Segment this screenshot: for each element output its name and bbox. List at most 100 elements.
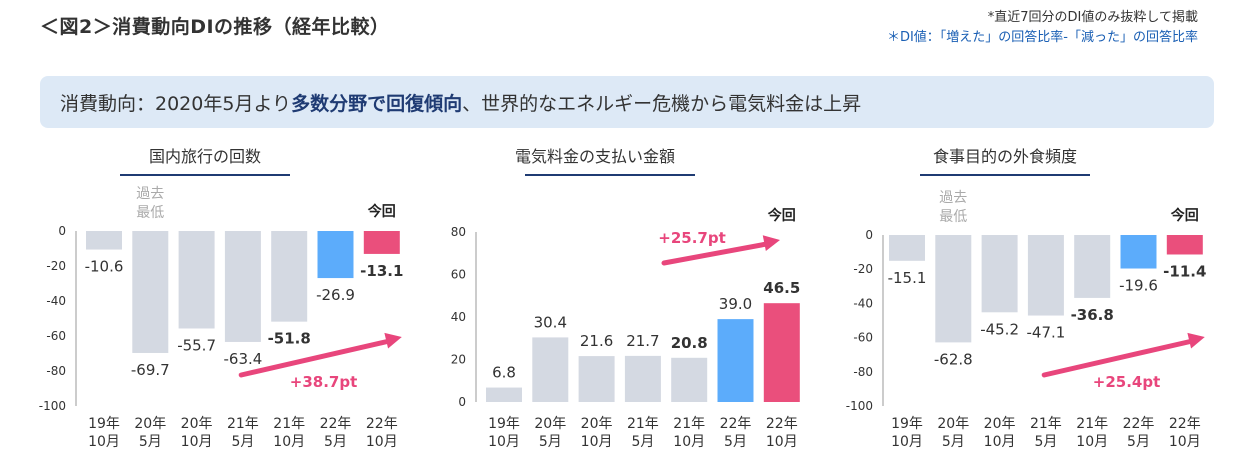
data-label: -36.8	[1071, 306, 1114, 324]
bar	[532, 337, 569, 402]
x-tick-label: 20年	[134, 416, 166, 432]
lowest-annotation: 最低	[939, 209, 967, 225]
page-title: ＜図2＞消費動向DIの推移（経年比較）	[40, 16, 390, 38]
bar	[178, 231, 215, 329]
change-arrow-head	[384, 332, 402, 349]
bar	[763, 303, 800, 402]
data-label: -45.2	[980, 320, 1019, 338]
data-label: 21.6	[580, 332, 613, 350]
data-label: -10.6	[85, 258, 124, 276]
x-tick-label: 10月	[1169, 434, 1201, 450]
change-label: +25.7pt	[658, 229, 726, 247]
lowest-annotation: 過去	[939, 190, 967, 206]
x-tick-label: 22年	[1123, 416, 1155, 432]
data-label: -51.8	[268, 330, 311, 348]
bar	[86, 231, 122, 250]
change-arrow-head	[762, 235, 780, 251]
bar	[224, 231, 261, 342]
x-tick-label: 5月	[724, 434, 747, 450]
data-label: -11.4	[1163, 262, 1206, 280]
chart-domestic-travel: 国内旅行の回数 0 -20 -40 -60 -80 -100 -10.6 19年 10月 -69.7…	[39, 147, 404, 450]
x-tick-label: 21年	[273, 416, 305, 432]
current-label: 今回	[767, 207, 796, 224]
bar	[935, 235, 972, 343]
y-tick-label: 0	[865, 228, 873, 242]
change-arrow	[238, 337, 397, 378]
x-tick-label: 5月	[1127, 434, 1150, 450]
y-tick-label: -60	[853, 331, 873, 345]
x-tick-label: 10月	[891, 434, 923, 450]
note-extract: *直近7回分のDI値のみ抜粋して掲載	[987, 10, 1198, 25]
chart-title: 国内旅行の回数	[149, 147, 261, 166]
summary-part2: 、世界的なエネルギー危機から電気料金は上昇	[462, 93, 862, 115]
change-arrow-head	[1187, 332, 1205, 349]
y-tick-label: 80	[451, 225, 466, 239]
data-label: -69.7	[131, 361, 170, 379]
bar	[1166, 235, 1203, 255]
data-label: 30.4	[534, 313, 567, 331]
x-tick-label: 5月	[139, 434, 162, 450]
x-tick-label: 10月	[181, 434, 213, 450]
x-tick-label: 20年	[534, 416, 566, 432]
lowest-annotation: 最低	[136, 205, 164, 221]
summary-part1: 消費動向：2020年5月より	[60, 93, 292, 115]
change-arrow	[1041, 337, 1200, 378]
x-tick-label: 5月	[324, 434, 347, 450]
bar	[1074, 235, 1111, 298]
x-tick-label: 10月	[88, 434, 120, 450]
y-tick-label: 20	[451, 353, 466, 367]
x-tick-label: 20年	[581, 416, 613, 432]
bar	[1120, 235, 1157, 269]
x-tick-label: 10月	[366, 434, 398, 450]
x-tick-label: 22年	[766, 416, 798, 432]
y-tick-label: 0	[58, 224, 66, 238]
x-tick-label: 5月	[1034, 434, 1057, 450]
chart-title: 電気料金の支払い金額	[515, 147, 675, 166]
y-tick-label: 60	[451, 268, 466, 282]
x-tick-label: 19年	[891, 416, 923, 432]
y-tick-label: -40	[853, 296, 873, 310]
x-tick-label: 20年	[181, 416, 213, 432]
x-tick-label: 20年	[937, 416, 969, 432]
data-label: 21.7	[626, 332, 659, 350]
x-tick-label: 19年	[88, 416, 120, 432]
x-tick-label: 22年	[366, 416, 398, 432]
bar	[271, 231, 308, 322]
bar	[363, 231, 400, 254]
x-tick-label: 20年	[984, 416, 1016, 432]
y-tick-label: -40	[46, 294, 66, 308]
current-label: 今回	[1170, 207, 1199, 224]
chart-dining-out: 食事目的の外食頻度 0 -20 -40 -60 -80 -100 -15.1 19年 10月 -62…	[846, 147, 1207, 450]
data-label: -13.1	[360, 262, 403, 280]
y-tick-label: 0	[458, 395, 466, 409]
note-di-definition: ＊DI値：「増えた」の回答比率-「減った」の回答比率	[886, 30, 1198, 45]
summary-banner: 消費動向：2020年5月より多数分野で回復傾向、世界的なエネルギー危機から電気料…	[40, 76, 1214, 128]
current-label: 今回	[367, 203, 396, 220]
data-label: 6.8	[492, 364, 516, 382]
data-label: 46.5	[763, 279, 800, 297]
summary-highlight: 多数分野で回復傾向	[291, 93, 463, 115]
data-label: -62.8	[934, 350, 973, 368]
x-tick-label: 22年	[1169, 416, 1201, 432]
bar	[624, 355, 661, 402]
chart-electricity-bill: 電気料金の支払い金額 0 20 40 60 80 6.8 19年 10月 30.4 20年 5月 21.…	[451, 147, 801, 450]
x-tick-label: 10月	[488, 434, 520, 450]
x-tick-label: 10月	[673, 434, 705, 450]
x-tick-label: 10月	[984, 434, 1016, 450]
chart-title: 食事目的の外食頻度	[933, 147, 1077, 166]
data-label: -19.6	[1119, 277, 1158, 295]
change-label: +25.4pt	[1093, 373, 1161, 391]
x-tick-label: 5月	[631, 434, 654, 450]
bar	[1027, 235, 1064, 316]
x-tick-label: 10月	[581, 434, 613, 450]
bar	[717, 319, 754, 402]
y-tick-label: -100	[39, 399, 66, 413]
bar	[486, 387, 522, 402]
lowest-annotation: 過去	[136, 186, 164, 202]
x-tick-label: 10月	[273, 434, 305, 450]
y-tick-label: -60	[46, 329, 66, 343]
summary-text: 消費動向：2020年5月より多数分野で回復傾向、世界的なエネルギー危機から電気料…	[60, 89, 861, 116]
x-tick-label: 19年	[488, 416, 520, 432]
data-label: -47.1	[1026, 324, 1065, 342]
x-tick-label: 5月	[942, 434, 965, 450]
